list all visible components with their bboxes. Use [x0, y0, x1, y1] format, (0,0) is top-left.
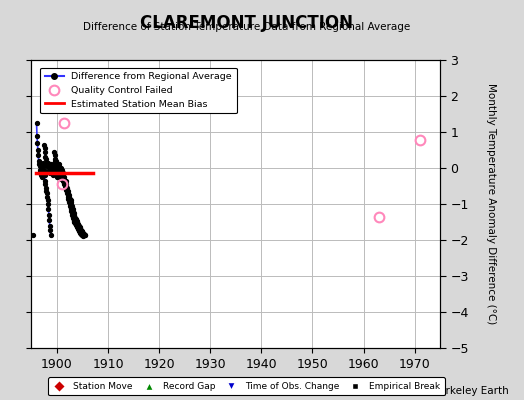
Text: CLAREMONT JUNCTION: CLAREMONT JUNCTION [140, 14, 353, 32]
Text: Difference of Station Temperature Data from Regional Average: Difference of Station Temperature Data f… [83, 22, 410, 32]
Legend: Difference from Regional Average, Quality Control Failed, Estimated Station Mean: Difference from Regional Average, Qualit… [40, 68, 237, 114]
Legend: Station Move, Record Gap, Time of Obs. Change, Empirical Break: Station Move, Record Gap, Time of Obs. C… [48, 378, 444, 396]
Text: Berkeley Earth: Berkeley Earth [432, 386, 508, 396]
Y-axis label: Monthly Temperature Anomaly Difference (°C): Monthly Temperature Anomaly Difference (… [486, 83, 496, 325]
